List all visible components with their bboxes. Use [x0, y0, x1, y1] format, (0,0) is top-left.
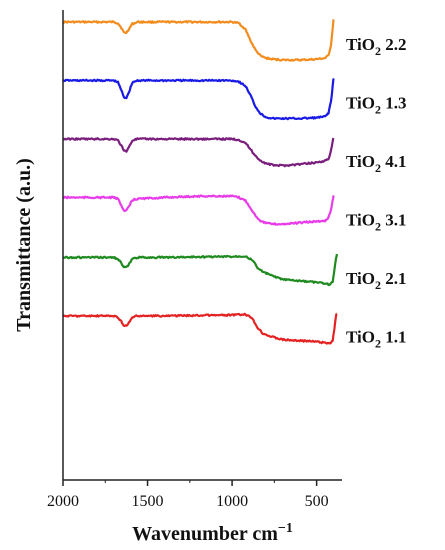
series-label: TiO2 2.2 — [346, 35, 406, 58]
series-line — [62, 78, 335, 121]
series-label-tail: 1.3 — [381, 94, 407, 113]
series-label-main: TiO — [346, 152, 375, 171]
series-label-subscript: 2 — [375, 337, 381, 351]
series-label: TiO2 1.1 — [346, 328, 406, 351]
series-label-subscript: 2 — [375, 278, 381, 292]
x-axis-title-superscript: −1 — [278, 521, 293, 536]
series-line — [62, 194, 335, 226]
series-label-tail: 2.1 — [381, 269, 407, 288]
series-label-tail: 4.1 — [381, 152, 407, 171]
series-label: TiO2 3.1 — [346, 211, 406, 234]
x-axis-title-main: Wavenumber cm — [132, 523, 278, 545]
x-tick-label: 1500 — [132, 493, 164, 510]
x-tick-label: 2000 — [47, 493, 79, 510]
series-line — [62, 253, 338, 287]
series-line — [62, 19, 335, 62]
series-label-subscript: 2 — [375, 161, 381, 175]
series-label-tail: 3.1 — [381, 211, 407, 230]
series-line — [62, 137, 335, 168]
series-label-tail: 1.1 — [381, 328, 407, 347]
series-label-subscript: 2 — [375, 44, 381, 58]
series-label-subscript: 2 — [375, 103, 381, 117]
series-label-main: TiO — [346, 328, 375, 347]
series-label-main: TiO — [346, 94, 375, 113]
x-tick-label: 500 — [305, 493, 329, 510]
series-line — [62, 312, 338, 345]
axes-layer — [62, 10, 342, 481]
series-label: TiO2 1.3 — [346, 94, 406, 117]
x-axis-title: Wavenumber cm−1 — [132, 521, 293, 545]
x-tick-label: 1000 — [216, 493, 248, 510]
series-label-main: TiO — [346, 211, 375, 230]
y-axis-title: Transmittance (a.u.) — [13, 158, 35, 332]
series-label-main: TiO — [346, 269, 375, 288]
series-label-main: TiO — [346, 35, 375, 54]
series-label: TiO2 2.1 — [346, 269, 406, 292]
curves-layer — [62, 19, 338, 345]
series-label-tail: 2.2 — [381, 35, 407, 54]
series-label-subscript: 2 — [375, 220, 381, 234]
series-label: TiO2 4.1 — [346, 152, 406, 175]
ticks-layer: 2000 1500 1000 500 — [47, 480, 329, 510]
